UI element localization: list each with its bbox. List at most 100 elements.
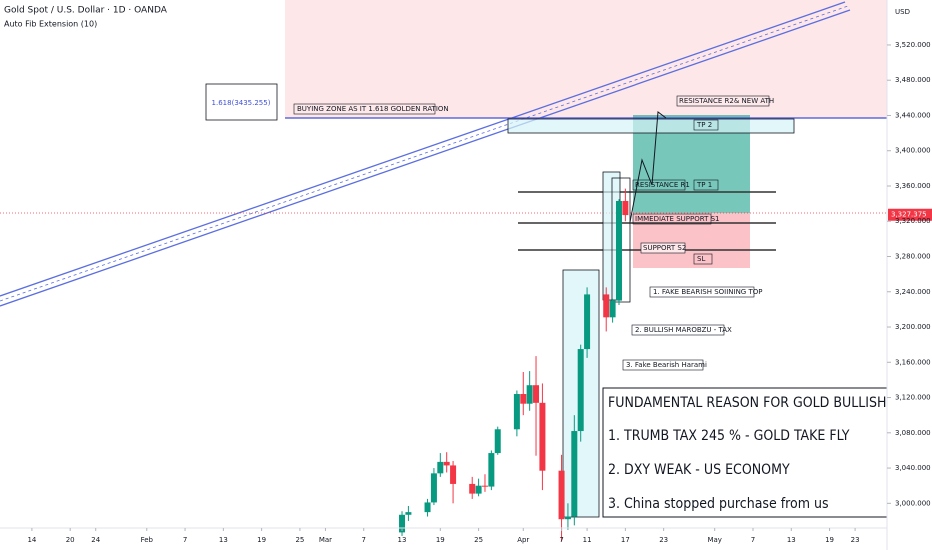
symbol: Gold Spot / U.S. Dollar · 1D · OANDA (4, 6, 168, 16)
x-tick-label: 23 (659, 536, 668, 544)
x-tick-label: 25 (295, 536, 304, 544)
candle-body (475, 485, 482, 494)
x-tick-label: 7 (559, 536, 563, 544)
x-tick-label: 13 (219, 536, 228, 544)
candles (399, 188, 629, 542)
y-tick-label: 3,440.000 (895, 111, 931, 119)
x-tick-label: 7 (361, 536, 365, 544)
fundamentals-point: 1. TRUMB TAX 245 % - GOLD TAKE FLY (608, 428, 850, 444)
x-tick-label: 14 (27, 536, 36, 544)
annotation: BUYING ZONE AS IT 1.618 GOLDEN RATION (297, 105, 449, 113)
indicator: Auto Fib Extension (10) (4, 20, 97, 29)
candle-body (564, 516, 571, 520)
channel-line (0, 9, 851, 307)
candle-body (430, 473, 437, 503)
label-box (632, 179, 686, 191)
fundamentals-point: 3. China stopped purchase from us (608, 496, 829, 512)
last-price-label: 3,327.375 (891, 211, 927, 219)
candle-body (539, 402, 546, 471)
label-box (640, 242, 686, 254)
candle-body (558, 470, 565, 520)
candle-body (609, 300, 616, 318)
fundamentals-title: FUNDAMENTAL REASON FOR GOLD BULLISH (608, 395, 886, 411)
annotation: IMMEDIATE SUPPORT S1 (635, 215, 719, 223)
candle-body (443, 461, 450, 466)
annotation: TP 2 (696, 121, 712, 129)
y-tick-label: 3,000.000 (895, 499, 931, 507)
projection-path (629, 111, 667, 223)
x-tick-label: 13 (787, 536, 796, 544)
x-tick-label: 19 (436, 536, 445, 544)
candle-body (513, 394, 520, 430)
annotation: TP 1 (696, 181, 712, 189)
annotation: 3. Fake Bearish Harami (626, 361, 707, 369)
label-box (649, 286, 755, 298)
candle-body (399, 514, 406, 533)
y-tick-label: 3,520.000 (895, 41, 931, 49)
tp2-zone (507, 118, 795, 134)
fundamentals-point: 2. DXY WEAK - US ECONOMY (608, 462, 790, 478)
candle-body (405, 512, 412, 515)
loss-zone (633, 213, 750, 268)
x-tick-label: 11 (583, 536, 592, 544)
candle-body (481, 485, 488, 487)
candle-body (450, 465, 457, 484)
candle-body (615, 200, 622, 301)
y-tick-label: 3,200.000 (895, 323, 931, 331)
y-tick-label: 3,280.000 (895, 253, 931, 261)
annotation: 1. FAKE BEARISH SOIINING TOP (653, 288, 762, 296)
label-box (622, 359, 704, 371)
candle-body (494, 429, 501, 454)
x-tick-label: 24 (91, 536, 100, 544)
candle-body (577, 349, 584, 432)
x-tick-label: Mar (319, 536, 332, 544)
candle-body (520, 394, 527, 404)
channel (0, 1, 851, 307)
candle-body (584, 294, 591, 350)
x-tick-label: 13 (398, 536, 407, 544)
x-tick-label: May (707, 536, 721, 544)
buying-zone (285, 0, 887, 118)
candle-body (526, 385, 533, 404)
candle-body (488, 453, 495, 487)
candle-body (424, 502, 431, 513)
fib-label: 1.618(3435.255) (212, 99, 271, 107)
candle-body (533, 385, 540, 403)
last-price: 3,327.375 (888, 208, 932, 221)
annotation: RESISTANCE R1 (635, 181, 690, 189)
x-tick-label: 17 (621, 536, 630, 544)
last-price-badge (888, 208, 932, 221)
price-axis (887, 0, 932, 550)
label-box (693, 119, 719, 131)
x-tick-label: Apr (517, 536, 529, 544)
y-tick-label: 3,480.000 (895, 76, 931, 84)
x-tick-label: 19 (825, 536, 834, 544)
highlight-box (611, 177, 631, 303)
y-tick-label: 3,360.000 (895, 182, 931, 190)
x-tick-label: Feb (141, 536, 154, 544)
y-tick-label: 3,120.000 (895, 394, 931, 402)
currency: USD (895, 8, 910, 16)
fundamentals-box (602, 387, 888, 518)
candle-body (603, 294, 610, 318)
candle-body (469, 483, 476, 494)
label-box (676, 95, 770, 107)
y-tick-label: 3,320.000 (895, 217, 931, 225)
y-tick-label: 3,080.000 (895, 429, 931, 437)
fib-box (205, 83, 278, 121)
candle-body (571, 431, 578, 517)
x-tick-label: 19 (257, 536, 266, 544)
x-tick-label: 25 (474, 536, 483, 544)
channel-line (0, 1, 846, 297)
annotation: SUPPORT S2 (643, 244, 686, 252)
annotation: RESISTANCE R2& NEW ATH (679, 97, 774, 105)
label-box (632, 213, 712, 225)
label-box (693, 179, 719, 191)
y-tick-label: 3,160.000 (895, 358, 931, 366)
y-tick-label: 3,040.000 (895, 464, 931, 472)
annotation: SL (697, 255, 705, 263)
label-box (631, 324, 725, 336)
x-tick-label: 7 (183, 536, 187, 544)
x-tick-label: 7 (751, 536, 755, 544)
